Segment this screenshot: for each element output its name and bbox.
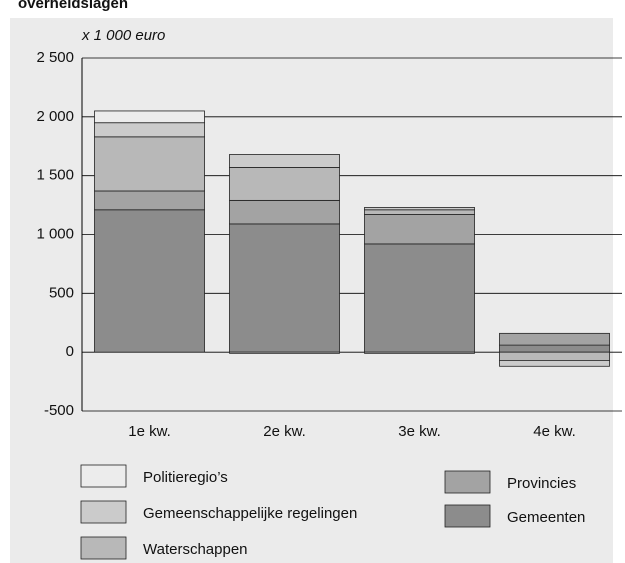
legend-label: Politieregio’s: [143, 469, 228, 486]
bar-segment: [229, 351, 340, 354]
y-tick-label: 1 000: [36, 225, 74, 242]
bar-segment: [229, 199, 340, 225]
bar-segment: [94, 136, 205, 192]
y-tick-label: 0: [66, 343, 74, 360]
bar-segment: [94, 122, 205, 138]
y-tick-label: 2 500: [36, 49, 74, 66]
bar-segment: [499, 344, 610, 353]
bar-segment: [94, 209, 205, 353]
legend-swatch: [444, 470, 491, 494]
bar-segment: [229, 167, 340, 201]
legend-swatch: [80, 464, 127, 488]
chart-title: overheidslagen: [18, 0, 128, 12]
y-tick-label: 1 500: [36, 167, 74, 184]
legend-swatch: [80, 536, 127, 560]
legend-swatch: [80, 500, 127, 524]
x-tick-label: 2e kw.: [263, 423, 306, 440]
legend-swatch: [444, 504, 491, 528]
y-tick-label: 500: [49, 284, 74, 301]
bar-segment: [499, 351, 610, 361]
legend-label: Gemeenten: [507, 509, 585, 526]
bar-segment: [364, 214, 475, 245]
bar-segment: [94, 190, 205, 211]
x-tick-label: 1e kw.: [128, 423, 171, 440]
y-tick-label: 2 000: [36, 108, 74, 125]
legend-label: Waterschappen: [143, 541, 248, 558]
bar-segment: [364, 207, 475, 211]
y-tick-label: -500: [44, 402, 74, 419]
x-tick-label: 3e kw.: [398, 423, 441, 440]
bar-segment: [499, 332, 610, 346]
legend-label: Gemeenschappelijke regelingen: [143, 505, 357, 522]
bar-segment: [364, 243, 475, 353]
y-axis-label: x 1 000 euro: [81, 27, 165, 44]
bar-segment: [94, 110, 205, 124]
legend-label: Provincies: [507, 475, 576, 492]
x-tick-label: 4e kw.: [533, 423, 576, 440]
bar-segment: [229, 223, 340, 353]
bar-segment: [364, 351, 475, 354]
bar-segment: [229, 154, 340, 168]
bar-segment: [364, 209, 475, 215]
bar-segment: [499, 360, 610, 367]
